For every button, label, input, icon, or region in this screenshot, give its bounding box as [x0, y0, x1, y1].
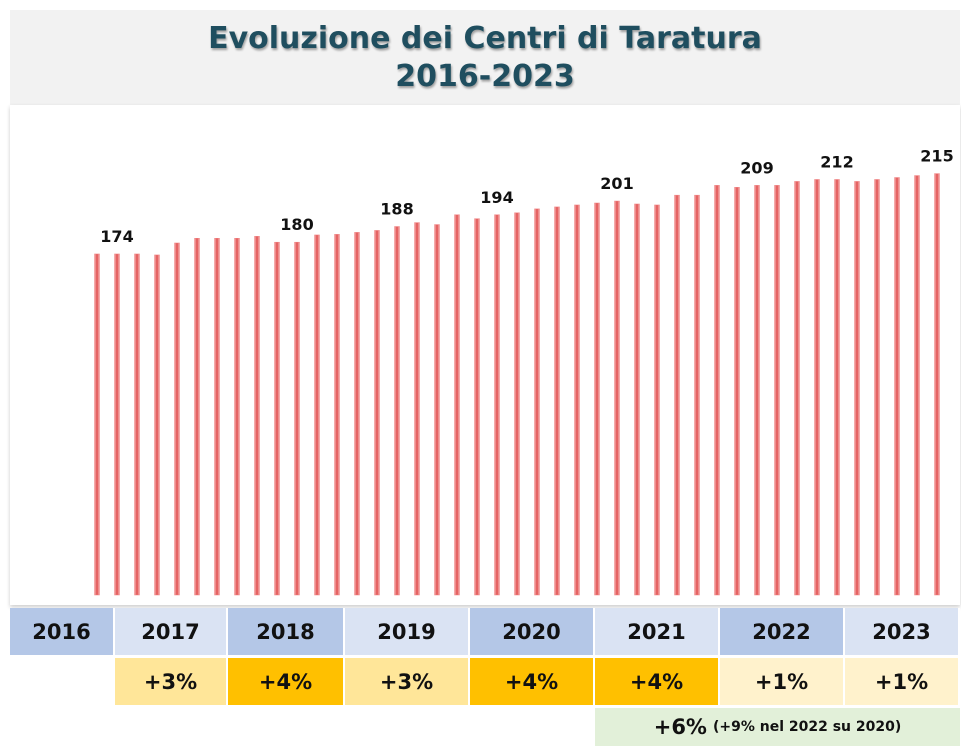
- bar: [514, 212, 520, 596]
- title-banner: Evoluzione dei Centri di Taratura 2016-2…: [10, 10, 960, 105]
- bar: [294, 241, 300, 596]
- note-main: +6%: [653, 715, 707, 739]
- bar: [834, 179, 840, 596]
- bar: [94, 253, 100, 596]
- change-cell: +3%: [345, 658, 470, 705]
- title-line: 2016-2023: [395, 59, 575, 94]
- chart: 174 180 188 194 201 209 212 215: [94, 147, 954, 596]
- bar: [654, 204, 660, 596]
- bar: [454, 214, 460, 596]
- value-label: 174: [100, 227, 133, 246]
- bar: [914, 175, 920, 596]
- bar: [574, 204, 580, 596]
- bar: [894, 177, 900, 596]
- change-cell: +4%: [470, 658, 595, 705]
- note-detail: (+9% nel 2022 su 2020): [712, 719, 902, 735]
- year-cell: 2022: [720, 608, 845, 655]
- bar: [754, 185, 760, 596]
- year-cell: 2018: [228, 608, 345, 655]
- bar: [114, 253, 120, 596]
- bar: [814, 179, 820, 596]
- bar: [374, 230, 380, 596]
- bar: [774, 185, 780, 596]
- change-cell: +1%: [845, 658, 960, 705]
- change-cell: +1%: [720, 658, 845, 705]
- bar: [354, 232, 360, 596]
- bar: [554, 206, 560, 596]
- bar: [674, 194, 680, 596]
- change-cell: +3%: [115, 658, 228, 705]
- bar: [434, 224, 440, 596]
- bar: [614, 200, 620, 596]
- bar: [634, 203, 640, 596]
- change-cell: +4%: [228, 658, 345, 705]
- bar: [154, 254, 160, 596]
- change-row: +3% +4% +3% +4% +4% +1% +1%: [115, 658, 960, 705]
- bar: [394, 226, 400, 596]
- bar: [194, 238, 200, 596]
- value-label: 188: [380, 200, 413, 219]
- bar: [594, 202, 600, 596]
- bar: [734, 187, 740, 596]
- value-label: 180: [280, 215, 313, 234]
- bar: [934, 173, 940, 596]
- note: +6% (+9% nel 2022 su 2020): [595, 708, 960, 746]
- bar: [174, 242, 180, 596]
- bar: [494, 214, 500, 596]
- value-label: 194: [480, 188, 513, 207]
- bar: [714, 185, 720, 596]
- change-cell: +4%: [595, 658, 720, 705]
- year-cell: 2016: [10, 608, 115, 655]
- value-label: 212: [820, 152, 853, 171]
- bar: [254, 236, 260, 596]
- year-row: 2016 2017 2018 2019 2020 2021 2022 2023: [10, 608, 960, 655]
- bar: [534, 208, 540, 596]
- year-cell: 2020: [470, 608, 595, 655]
- year-cell: 2019: [345, 608, 470, 655]
- bar: [214, 238, 220, 596]
- bar: [274, 241, 280, 596]
- value-label: 201: [600, 174, 633, 193]
- bar: [794, 181, 800, 596]
- bar: [334, 234, 340, 596]
- bar: [694, 194, 700, 596]
- bar: [414, 222, 420, 596]
- bar: [474, 218, 480, 596]
- bar: [874, 179, 880, 596]
- title-line: Evoluzione dei Centri di Taratura: [208, 21, 762, 56]
- bar: [854, 181, 860, 596]
- value-label: 215: [920, 147, 953, 166]
- year-cell: 2023: [845, 608, 960, 655]
- bar: [314, 234, 320, 596]
- year-cell: 2021: [595, 608, 720, 655]
- bar: [234, 238, 240, 596]
- bar: [134, 253, 140, 596]
- value-label: 209: [740, 158, 773, 177]
- year-cell: 2017: [115, 608, 228, 655]
